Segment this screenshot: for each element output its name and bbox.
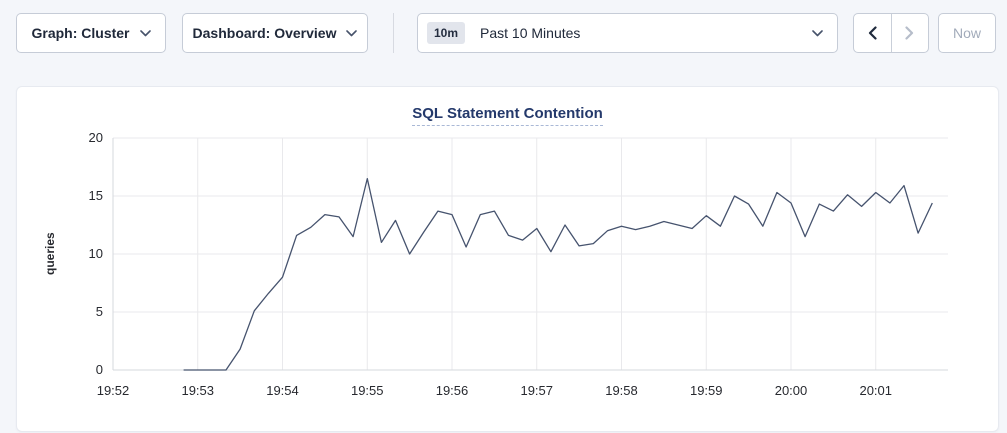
y-tick-label: 10	[88, 246, 103, 261]
chevron-right-icon	[905, 26, 914, 40]
chevron-down-icon	[139, 29, 151, 36]
x-tick-label: 19:59	[689, 383, 723, 398]
y-tick-label: 20	[88, 130, 103, 145]
x-tick-label: 20:00	[774, 383, 808, 398]
graph-dropdown[interactable]: Graph: Cluster	[16, 13, 166, 53]
line-chart	[112, 137, 948, 371]
toolbar: Graph: Cluster Dashboard: Overview 10m P…	[16, 13, 996, 53]
time-range-nav	[853, 13, 929, 53]
x-tick-label: 19:53	[181, 383, 215, 398]
x-tick-label: 19:57	[520, 383, 554, 398]
x-tick-label: 19:56	[435, 383, 469, 398]
chevron-down-icon	[812, 29, 823, 36]
x-tick-label: 19:58	[605, 383, 638, 398]
series-line-queries	[183, 177, 933, 371]
chevron-left-icon	[868, 26, 877, 40]
x-tick-label: 19:55	[350, 383, 384, 398]
dashboard-dropdown[interactable]: Dashboard: Overview	[182, 13, 368, 53]
y-tick-label: 0	[95, 362, 103, 377]
x-tick-label: 20:01	[859, 383, 893, 398]
y-tick-label: 15	[88, 188, 103, 203]
dashboard-dropdown-label: Dashboard: Overview	[192, 25, 337, 41]
chevron-down-icon	[346, 29, 358, 36]
x-tick-label: 19:52	[96, 383, 130, 398]
x-tick-label: 19:54	[266, 383, 299, 398]
chart-title-wrap: SQL Statement Contention	[17, 105, 998, 126]
chart-card: SQL Statement Contention queries 0 5 10 15 2…	[16, 86, 999, 432]
chart-title[interactable]: SQL Statement Contention	[412, 105, 603, 126]
graph-dropdown-label: Graph: Cluster	[31, 25, 130, 41]
time-range-dropdown[interactable]: 10m Past 10 Minutes	[417, 13, 838, 53]
prev-range-button[interactable]	[854, 14, 892, 52]
time-range-label: Past 10 Minutes	[480, 25, 581, 41]
time-range-badge: 10m	[427, 22, 466, 44]
y-tick-label: 5	[95, 304, 103, 319]
next-range-button[interactable]	[892, 14, 929, 52]
now-button[interactable]: Now	[938, 13, 996, 53]
toolbar-divider	[393, 13, 394, 53]
